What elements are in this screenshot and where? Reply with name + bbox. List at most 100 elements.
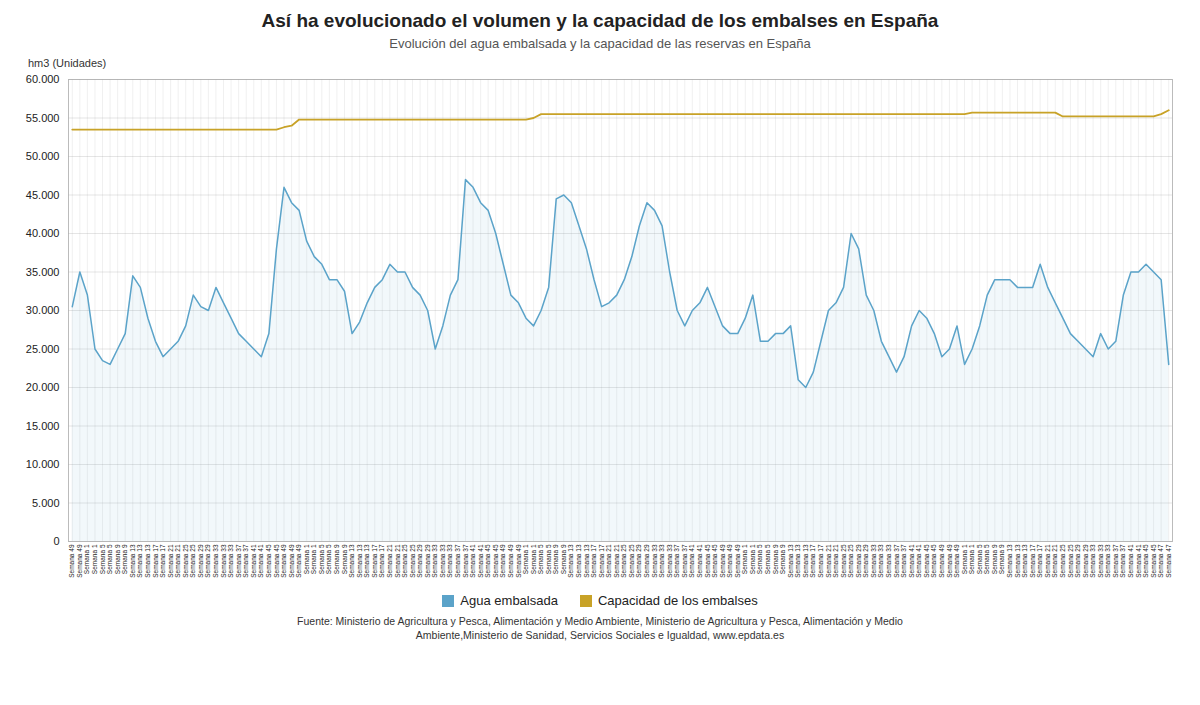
svg-text:Semana 17: Semana 17	[159, 544, 166, 578]
svg-text:Semana 29: Semana 29	[424, 544, 431, 578]
svg-text:Semana 33: Semana 33	[870, 544, 877, 578]
svg-text:Semana 37: Semana 37	[462, 544, 469, 578]
svg-text:Semana 21: Semana 21	[174, 544, 181, 578]
svg-text:Semana 41: Semana 41	[250, 544, 257, 578]
svg-text:Semana 41: Semana 41	[257, 544, 264, 578]
svg-text:5.000: 5.000	[32, 497, 60, 509]
svg-text:Semana 45: Semana 45	[711, 544, 718, 578]
svg-text:Semana 33: Semana 33	[446, 544, 453, 578]
svg-text:Semana 9: Semana 9	[998, 544, 1005, 574]
svg-text:Semana 1: Semana 1	[968, 544, 975, 574]
svg-text:Semana 41: Semana 41	[915, 544, 922, 578]
svg-text:Semana 1: Semana 1	[303, 544, 310, 574]
svg-text:15.000: 15.000	[26, 420, 60, 432]
svg-text:Semana 17: Semana 17	[1029, 544, 1036, 578]
svg-text:Semana 25: Semana 25	[401, 544, 408, 578]
svg-text:Semana 49: Semana 49	[499, 544, 506, 578]
svg-text:Semana 45: Semana 45	[923, 544, 930, 578]
svg-text:Semana 21: Semana 21	[832, 544, 839, 578]
svg-text:Semana 29: Semana 29	[1074, 544, 1081, 578]
svg-text:Semana 25: Semana 25	[182, 544, 189, 578]
svg-text:Semana 33: Semana 33	[1097, 544, 1104, 578]
svg-text:Semana 29: Semana 29	[635, 544, 642, 578]
svg-text:Semana 45: Semana 45	[273, 544, 280, 578]
svg-text:Semana 9: Semana 9	[779, 544, 786, 574]
svg-text:Semana 29: Semana 29	[1082, 544, 1089, 578]
svg-text:Semana 37: Semana 37	[893, 544, 900, 578]
svg-text:Semana 49: Semana 49	[295, 544, 302, 578]
svg-text:Semana 33: Semana 33	[885, 544, 892, 578]
svg-text:60.000: 60.000	[26, 73, 60, 85]
svg-text:Semana 5: Semana 5	[537, 544, 544, 574]
svg-text:Semana 1: Semana 1	[522, 544, 529, 574]
svg-text:Semana 25: Semana 25	[847, 544, 854, 578]
svg-text:Semana 17: Semana 17	[598, 544, 605, 578]
svg-text:Semana 37: Semana 37	[681, 544, 688, 578]
svg-text:Semana 37: Semana 37	[235, 544, 242, 578]
svg-text:Semana 13: Semana 13	[583, 544, 590, 578]
svg-text:Semana 37: Semana 37	[1119, 544, 1126, 578]
svg-text:Semana 49: Semana 49	[719, 544, 726, 578]
svg-text:Semana 49: Semana 49	[68, 544, 75, 578]
svg-text:Semana 21: Semana 21	[825, 544, 832, 578]
svg-text:Semana 1: Semana 1	[741, 544, 748, 574]
svg-text:Semana 45: Semana 45	[1142, 544, 1149, 578]
svg-text:Semana 25: Semana 25	[409, 544, 416, 578]
svg-text:Semana 13: Semana 13	[356, 544, 363, 578]
svg-text:Semana 17: Semana 17	[371, 544, 378, 578]
svg-text:Semana 33: Semana 33	[1104, 544, 1111, 578]
svg-text:Semana 45: Semana 45	[484, 544, 491, 578]
svg-text:0: 0	[53, 535, 59, 547]
svg-text:Semana 25: Semana 25	[628, 544, 635, 578]
svg-text:Semana 5: Semana 5	[983, 544, 990, 574]
svg-text:Semana 29: Semana 29	[197, 544, 204, 578]
svg-text:30.000: 30.000	[26, 304, 60, 316]
svg-text:Semana 25: Semana 25	[840, 544, 847, 578]
svg-text:Semana 21: Semana 21	[167, 544, 174, 578]
svg-text:Semana 33: Semana 33	[651, 544, 658, 578]
svg-text:Semana 25: Semana 25	[620, 544, 627, 578]
svg-text:Semana 17: Semana 17	[378, 544, 385, 578]
svg-text:40.000: 40.000	[26, 227, 60, 239]
svg-text:Semana 49: Semana 49	[953, 544, 960, 578]
svg-text:Semana 33: Semana 33	[877, 544, 884, 578]
svg-text:Semana 33: Semana 33	[227, 544, 234, 578]
svg-text:Semana 13: Semana 13	[129, 544, 136, 578]
svg-text:Semana 37: Semana 37	[242, 544, 249, 578]
svg-text:Semana 13: Semana 13	[144, 544, 151, 578]
svg-text:Semana 9: Semana 9	[991, 544, 998, 574]
svg-text:Semana 21: Semana 21	[1044, 544, 1051, 578]
svg-text:Semana 45: Semana 45	[1150, 544, 1157, 578]
svg-text:Semana 13: Semana 13	[575, 544, 582, 578]
svg-text:Semana 33: Semana 33	[220, 544, 227, 578]
svg-text:Semana 29: Semana 29	[862, 544, 869, 578]
svg-text:Semana 49: Semana 49	[288, 544, 295, 578]
svg-text:Semana 49: Semana 49	[280, 544, 287, 578]
svg-text:Semana 21: Semana 21	[613, 544, 620, 578]
svg-text:Semana 21: Semana 21	[394, 544, 401, 578]
svg-text:Semana 47: Semana 47	[1165, 544, 1172, 578]
svg-text:Semana 1: Semana 1	[961, 544, 968, 574]
svg-text:Semana 5: Semana 5	[545, 544, 552, 574]
svg-text:Semana 17: Semana 17	[590, 544, 597, 578]
svg-text:Semana 41: Semana 41	[688, 544, 695, 578]
svg-text:Semana 41: Semana 41	[477, 544, 484, 578]
svg-text:Semana 47: Semana 47	[1157, 544, 1164, 578]
svg-text:Semana 13: Semana 13	[787, 544, 794, 578]
svg-text:Semana 33: Semana 33	[666, 544, 673, 578]
svg-text:Semana 49: Semana 49	[76, 544, 83, 578]
svg-text:Semana 25: Semana 25	[1059, 544, 1066, 578]
svg-text:Semana 1: Semana 1	[91, 544, 98, 574]
svg-text:Semana 41: Semana 41	[1127, 544, 1134, 578]
svg-text:Semana 5: Semana 5	[318, 544, 325, 574]
svg-text:Semana 17: Semana 17	[817, 544, 824, 578]
svg-text:Semana 37: Semana 37	[673, 544, 680, 578]
svg-text:Semana 13: Semana 13	[348, 544, 355, 578]
svg-text:Semana 9: Semana 9	[114, 544, 121, 574]
svg-text:55.000: 55.000	[26, 112, 60, 124]
svg-text:Semana 45: Semana 45	[265, 544, 272, 578]
svg-text:Semana 9: Semana 9	[121, 544, 128, 574]
svg-text:25.000: 25.000	[26, 343, 60, 355]
svg-text:Semana 21: Semana 21	[386, 544, 393, 578]
svg-text:Semana 29: Semana 29	[855, 544, 862, 578]
